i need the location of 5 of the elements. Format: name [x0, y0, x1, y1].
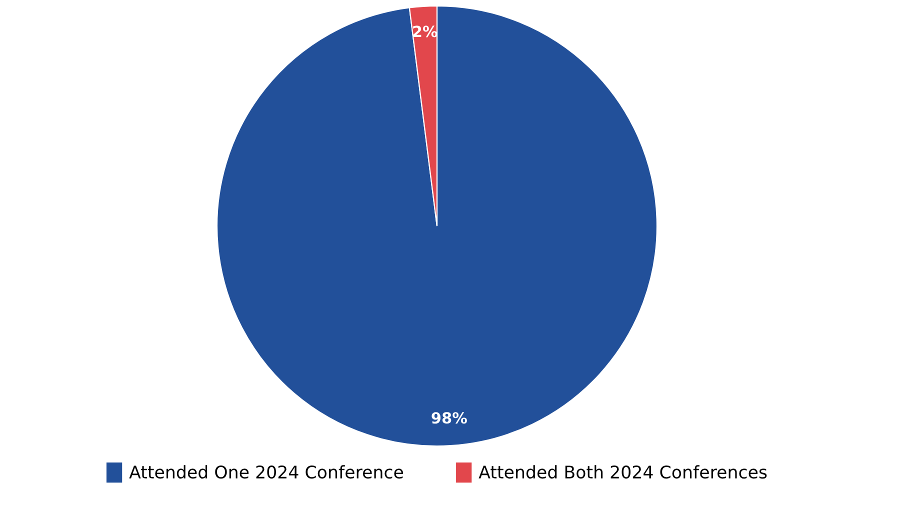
pie-slice [216, 5, 658, 447]
data-label: 98% [432, 412, 467, 424]
legend-label: Attended One 2024 Conference [129, 465, 404, 479]
legend-label: Attended Both 2024 Conferences [478, 465, 767, 479]
data-label: 2% [413, 26, 438, 38]
